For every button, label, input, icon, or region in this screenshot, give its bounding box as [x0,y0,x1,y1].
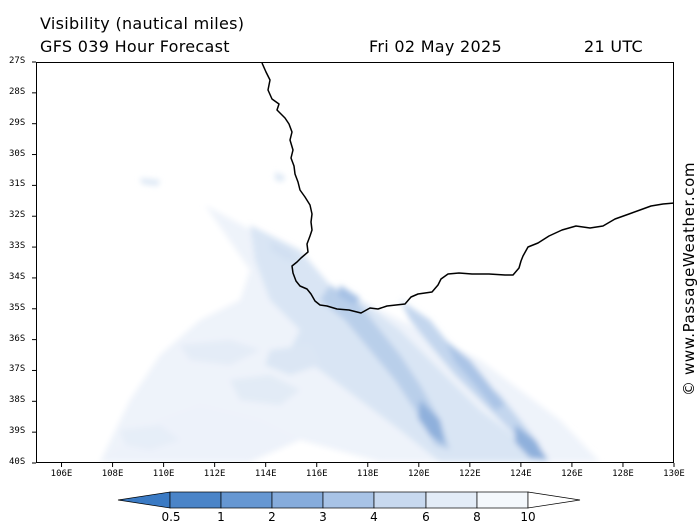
map-title: Visibility (nautical miles) [40,14,245,33]
lon-label: 108E [101,469,124,479]
lat-label: 27S [9,56,26,66]
colorbar [117,491,581,509]
lat-label: 28S [9,86,26,97]
lon-label: 118E [356,469,379,479]
lat-label: 33S [9,241,26,252]
lat-label: 35S [9,302,26,313]
colorbar-label: 0.5 [161,510,181,524]
lon-label: 124E [510,469,532,479]
lon-label: 116E [305,469,328,479]
lat-label: 40S [9,457,26,467]
axis-ticks [32,61,675,467]
lat-label: 29S [9,117,26,128]
forecast-time: 21 UTC [584,37,643,56]
colorbar-bin [322,491,375,509]
colorbar-label: 1 [217,510,225,524]
colorbar-label: 2 [268,510,276,524]
colorbar-bin [373,491,427,509]
lat-label: 30S [9,148,26,159]
colorbar-label: 10 [520,510,536,524]
lon-label: 106E [50,469,73,479]
forecast-date: Fri 02 May 2025 [369,37,502,56]
lat-label: 37S [9,364,26,375]
lat-label: 39S [9,426,26,437]
colorbar-bin [476,491,529,509]
colorbar-label: 8 [473,510,481,524]
colorbar-high-arrow [527,491,581,509]
colorbar-label: 6 [422,510,430,524]
lon-label: 128E [612,469,634,479]
forecast-subtitle: GFS 039 Hour Forecast [40,37,230,56]
colorbar-label: 4 [370,510,378,524]
lat-label: 36S [9,333,26,344]
lon-label: 112E [203,469,226,479]
lon-label: 114E [254,469,277,479]
map-frame [36,62,674,463]
lon-label: 110E [152,469,175,479]
lon-label: 126E [561,469,583,479]
colorbar-bin [220,491,273,509]
lat-label: 38S [9,395,26,406]
visibility-shading [100,172,600,462]
coastline [261,63,673,314]
lon-label: 122E [458,469,481,479]
colorbar-bin [169,491,222,509]
colorbar-bin [271,491,324,509]
lat-label: 32S [9,210,26,221]
colorbar-low-arrow [117,491,171,509]
lat-label: 34S [9,271,26,282]
lon-label: 130E [663,469,685,479]
colorbar-bin [425,491,478,509]
lon-label: 120E [407,469,430,479]
lat-label: 31S [9,179,26,190]
copyright-text: © www.PassageWeather.com [680,161,698,396]
colorbar-label: 3 [319,510,327,524]
